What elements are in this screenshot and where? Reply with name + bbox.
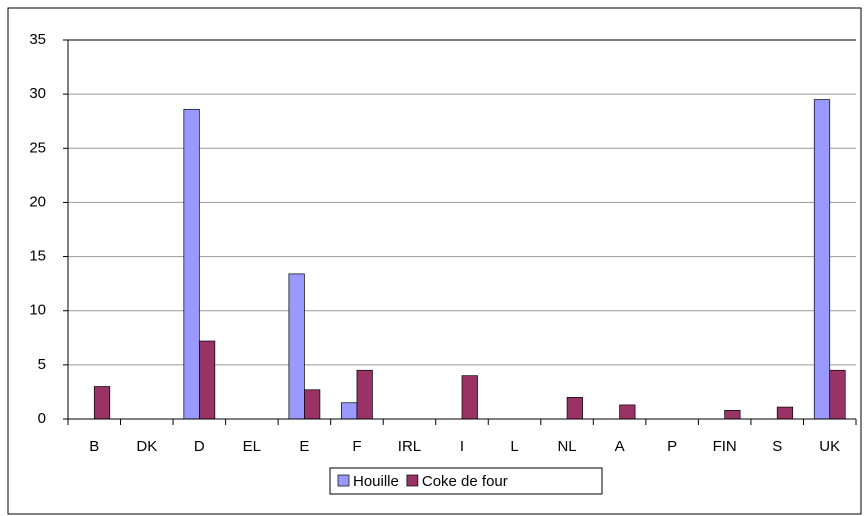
bar <box>829 369 846 420</box>
bar <box>183 108 200 420</box>
x-tick-label: A <box>615 438 625 455</box>
y-tick-label: 35 <box>29 31 46 48</box>
bar <box>461 375 478 420</box>
legend-swatch <box>337 474 350 487</box>
x-tick-label: P <box>667 438 677 455</box>
bar <box>356 369 373 420</box>
x-tick-label: L <box>510 438 518 455</box>
bar <box>813 99 831 420</box>
legend-swatch <box>406 474 419 487</box>
chart-frame <box>7 7 862 515</box>
y-tick-label: 15 <box>29 248 46 265</box>
x-tick-label: E <box>299 438 309 455</box>
x-tick-label: F <box>352 438 361 455</box>
x-tick-label: NL <box>557 438 576 455</box>
legend-box <box>329 467 603 495</box>
bar <box>619 404 636 420</box>
y-tick-label: 25 <box>29 139 46 156</box>
bar <box>198 340 216 420</box>
bar <box>288 273 305 420</box>
bar <box>93 386 111 420</box>
x-tick-label: FIN <box>713 438 737 455</box>
legend-label: Coke de four <box>422 473 508 490</box>
y-tick-label: 0 <box>38 410 46 427</box>
x-tick-label: S <box>772 438 782 455</box>
x-tick-label: EL <box>243 438 261 455</box>
x-tick-label: DK <box>136 438 157 455</box>
x-tick-label: D <box>194 438 205 455</box>
bar <box>776 406 794 420</box>
bar <box>341 402 358 420</box>
y-tick-label: 10 <box>29 302 46 319</box>
y-tick-label: 20 <box>29 193 46 210</box>
x-tick-label: UK <box>819 438 840 455</box>
bar <box>304 389 321 420</box>
x-tick-label: I <box>460 438 464 455</box>
x-tick-label: B <box>89 438 99 455</box>
y-tick-label: 30 <box>29 85 46 102</box>
legend-label: Houille <box>353 473 399 490</box>
y-tick-label: 5 <box>38 356 46 373</box>
bar <box>566 396 583 420</box>
x-tick-label: IRL <box>398 438 421 455</box>
bar <box>724 409 741 420</box>
